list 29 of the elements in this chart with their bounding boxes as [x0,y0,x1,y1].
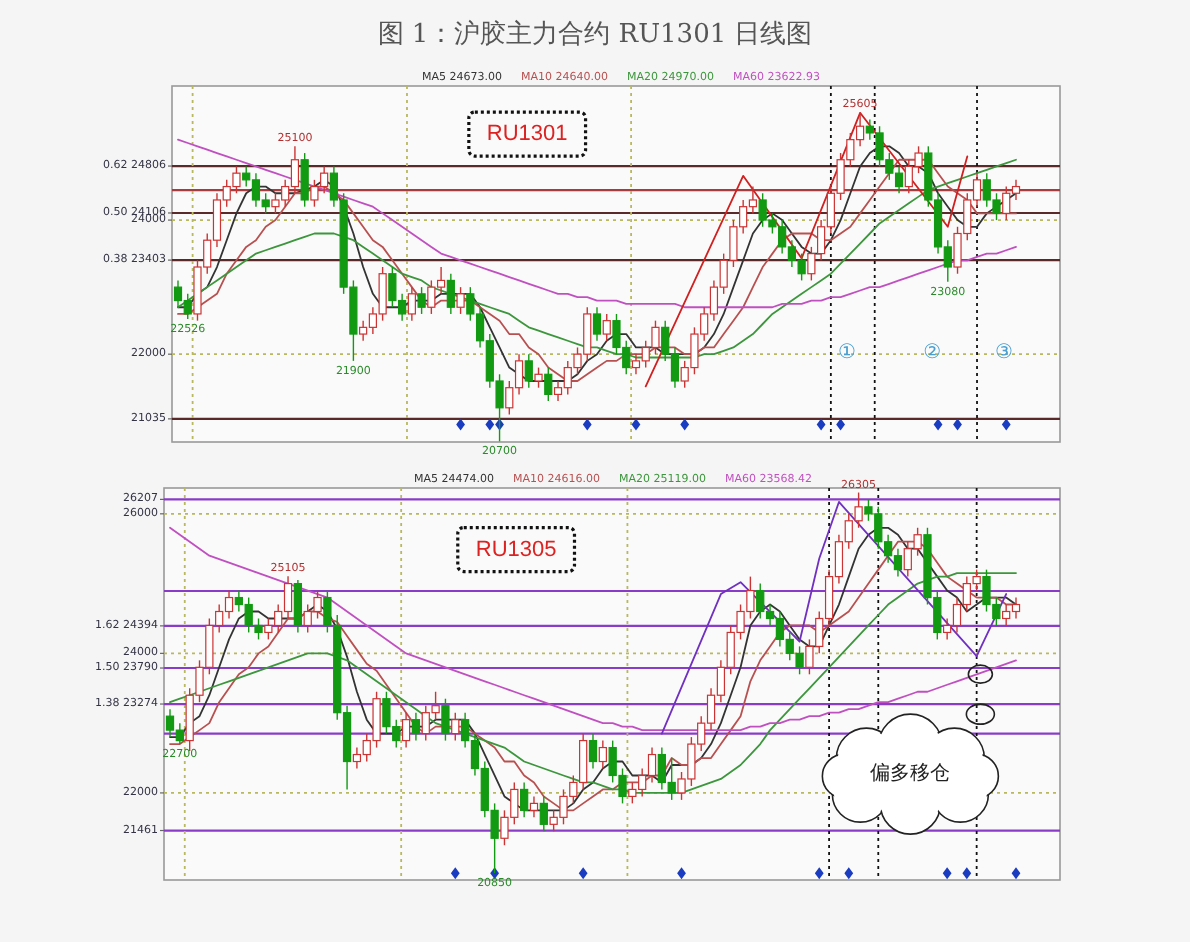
line-series [660,501,1008,735]
line-series [644,111,969,388]
candlestick [293,579,303,634]
annotation: 偏多移仓 [870,761,951,786]
candlestick [401,711,411,749]
candlestick [588,732,598,770]
candlestick [598,739,607,770]
annotation: ② [923,342,942,364]
candlestick [534,366,543,389]
annotation: RU1301 [486,122,568,147]
candlestick [544,366,553,402]
candlestick [456,286,465,315]
annotation: ③ [995,342,1014,364]
candlestick [417,286,426,315]
candlestick [411,711,421,742]
annotation: ① [837,342,856,364]
candlestick [441,698,450,742]
annotation: RU1305 [475,537,557,562]
candlestick [407,286,416,322]
candlestick [300,152,309,208]
candlestick [524,353,533,389]
candlestick [602,313,611,342]
candlestick [451,711,460,742]
candlestick [592,306,602,342]
candlestick [529,795,539,819]
candlestick [520,781,529,819]
candlestick [446,273,455,315]
chart-title: 图 1：沪胶主力合约 RU1301 日线图 [377,18,813,50]
candlestick [539,795,548,832]
